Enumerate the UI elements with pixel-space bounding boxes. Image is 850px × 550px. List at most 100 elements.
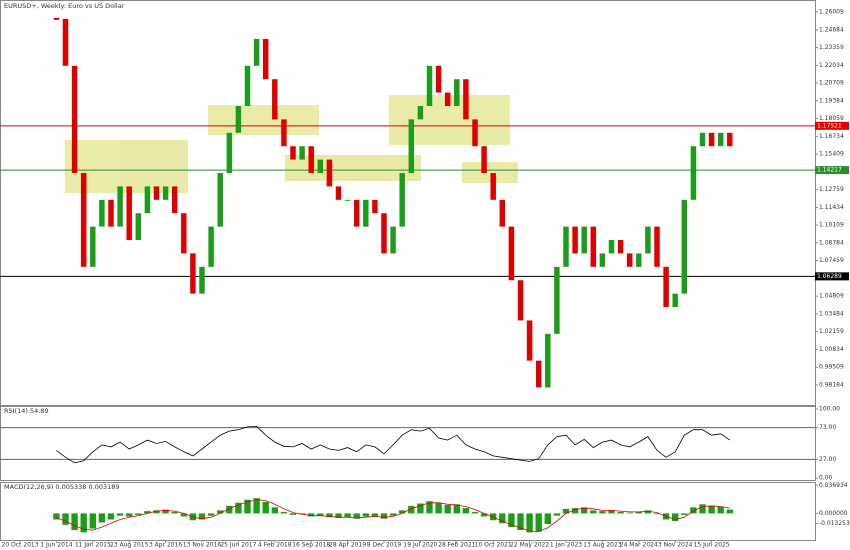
macd-bar bbox=[426, 501, 433, 514]
candle bbox=[308, 146, 314, 174]
macd-bar bbox=[726, 509, 733, 514]
candle bbox=[672, 293, 678, 308]
rsi-tick-label: 100.00 bbox=[819, 406, 840, 413]
macd-bar bbox=[380, 513, 388, 519]
candle bbox=[344, 199, 351, 201]
macd-bar bbox=[444, 505, 451, 514]
macd-bar bbox=[626, 512, 633, 514]
x-tick-label: 8 Dec 2019 bbox=[367, 542, 402, 549]
candle bbox=[481, 146, 487, 174]
price-tick-label: 1.12759 bbox=[819, 186, 844, 193]
macd-bar bbox=[317, 513, 324, 516]
x-tick-label: 20 Oct 2013 bbox=[1, 542, 38, 549]
candle bbox=[135, 213, 142, 241]
price-tick-label: 1.03484 bbox=[819, 310, 844, 317]
macd-bar bbox=[562, 508, 570, 514]
x-tick-label: 3 Nov 2024 bbox=[658, 542, 693, 549]
candle bbox=[590, 226, 597, 267]
price-tick-label: 1.19384 bbox=[819, 97, 844, 104]
zone bbox=[462, 162, 518, 183]
candle bbox=[372, 199, 378, 214]
macd-bar bbox=[126, 513, 133, 517]
macd-bar bbox=[80, 513, 87, 533]
macd-bar bbox=[353, 513, 360, 519]
macd-tick-label: 0.000000 bbox=[819, 510, 848, 517]
candle bbox=[444, 92, 451, 107]
candle bbox=[654, 226, 660, 267]
macd-bar bbox=[644, 510, 652, 514]
level-tag bbox=[815, 166, 849, 175]
candle bbox=[626, 253, 633, 267]
price-tick-label: 1.00834 bbox=[819, 346, 844, 353]
macd-bar bbox=[435, 502, 442, 514]
macd-bar bbox=[180, 513, 187, 517]
macd-tick-label: 0.036934 bbox=[819, 482, 848, 489]
candle bbox=[53, 17, 60, 20]
candle bbox=[535, 360, 542, 388]
candle bbox=[490, 173, 496, 200]
candle bbox=[253, 38, 260, 66]
candle bbox=[281, 119, 287, 147]
rsi-line bbox=[56, 425, 731, 464]
candle bbox=[517, 280, 524, 321]
macd-bar bbox=[217, 510, 224, 514]
macd-bar bbox=[462, 508, 470, 514]
macd-bar bbox=[599, 511, 606, 514]
candle bbox=[235, 106, 242, 133]
x-tick-label: 28 Feb 2021 bbox=[438, 542, 476, 549]
price-tick-label: 1.24684 bbox=[819, 26, 844, 33]
macd-bar bbox=[171, 511, 178, 514]
price-tick-label: 0.99509 bbox=[819, 364, 844, 371]
candle bbox=[208, 226, 214, 267]
macd-bar bbox=[399, 510, 406, 514]
candle bbox=[554, 266, 560, 334]
candle bbox=[390, 226, 396, 254]
macd-tick-label: -0.013253 bbox=[819, 520, 850, 527]
candle bbox=[171, 186, 178, 214]
candle bbox=[727, 132, 733, 147]
price-tick-label: 1.11434 bbox=[819, 204, 844, 211]
macd-bar bbox=[362, 513, 369, 517]
x-tick-label: 13 Nov 2016 bbox=[183, 542, 222, 549]
macd-bar bbox=[417, 503, 424, 514]
macd-bar bbox=[335, 513, 342, 518]
x-tick-label: 10 Oct 2021 bbox=[475, 542, 512, 549]
macd-bar bbox=[590, 510, 597, 514]
candle bbox=[290, 146, 296, 160]
macd-bar bbox=[526, 513, 533, 533]
macd-bar bbox=[271, 507, 278, 514]
macd-bar bbox=[298, 513, 306, 515]
rsi-tick-label: 0.00 bbox=[819, 475, 833, 482]
candle bbox=[317, 159, 324, 174]
candle bbox=[599, 253, 606, 267]
macd-bar bbox=[235, 502, 242, 514]
candle bbox=[454, 79, 460, 107]
macd-bar bbox=[517, 513, 524, 531]
macd-bar bbox=[135, 513, 142, 515]
price-tick-label: 1.23359 bbox=[819, 44, 844, 51]
candle bbox=[435, 65, 442, 93]
candle bbox=[645, 226, 651, 254]
price-tick-label: 0.98184 bbox=[819, 381, 844, 388]
macd-bar bbox=[581, 507, 588, 514]
candle bbox=[399, 173, 405, 227]
candle bbox=[690, 146, 697, 200]
candle bbox=[80, 173, 87, 267]
macd-bar bbox=[144, 511, 151, 514]
candle bbox=[363, 199, 369, 227]
macd-bar bbox=[280, 511, 288, 514]
price-tick-label: 1.08784 bbox=[819, 239, 844, 246]
candle bbox=[581, 226, 587, 254]
macd-bar bbox=[571, 508, 579, 514]
macd-bar bbox=[344, 513, 351, 518]
macd-bar bbox=[89, 513, 96, 529]
price-tick-label: 1.20709 bbox=[819, 80, 844, 87]
candle bbox=[381, 213, 387, 254]
candle bbox=[226, 132, 233, 174]
x-tick-label: 19 Jul 2020 bbox=[403, 542, 437, 549]
macd-bar bbox=[107, 513, 115, 520]
price-tick-label: 1.04809 bbox=[819, 293, 844, 300]
x-tick-label: 1 Jun 2014 bbox=[40, 542, 72, 549]
zone bbox=[285, 155, 421, 181]
